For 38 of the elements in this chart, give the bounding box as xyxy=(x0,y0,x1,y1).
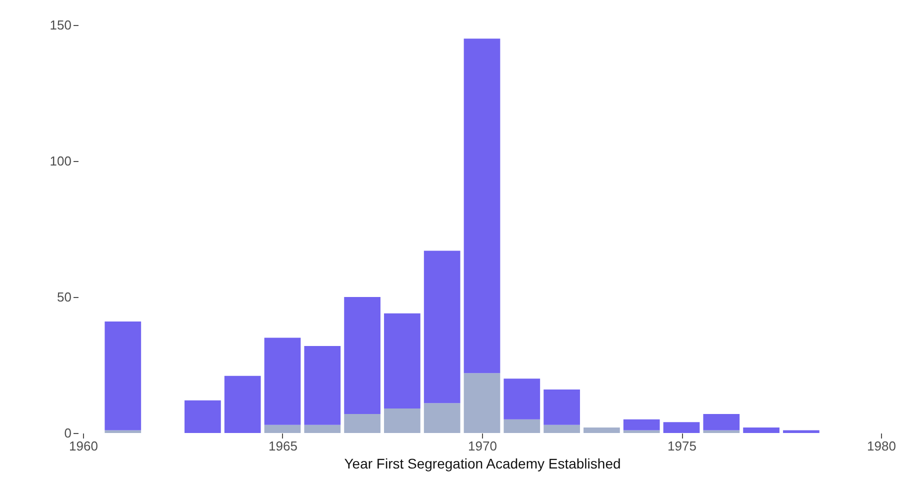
bar xyxy=(424,403,460,433)
bar xyxy=(264,424,301,433)
y-tick-label: 50 xyxy=(57,290,72,304)
bar xyxy=(384,408,420,433)
x-tick-label: 1980 xyxy=(867,438,896,454)
bar xyxy=(264,338,301,425)
bar xyxy=(623,430,660,433)
bar xyxy=(544,424,580,433)
y-tick-label: 0 xyxy=(64,426,72,440)
bar xyxy=(104,430,142,433)
bar xyxy=(464,38,500,374)
bar xyxy=(344,414,380,433)
x-tick-label: 1975 xyxy=(668,438,696,454)
y-tick-label: 150 xyxy=(50,18,72,32)
bar xyxy=(504,419,540,433)
bar xyxy=(703,430,740,433)
bar xyxy=(304,346,341,425)
bar xyxy=(424,250,460,404)
bar xyxy=(663,422,700,433)
x-tick-label: 1960 xyxy=(69,438,98,454)
bar xyxy=(384,313,420,409)
bar xyxy=(504,378,540,420)
x-axis-title: Year First Segregation Academy Established xyxy=(344,456,621,472)
bar xyxy=(104,321,142,430)
x-tick-label: 1965 xyxy=(268,438,298,454)
bar xyxy=(344,297,380,414)
bar xyxy=(544,389,580,425)
bar xyxy=(224,376,261,433)
bar xyxy=(184,400,221,433)
bar xyxy=(743,428,780,433)
bar xyxy=(584,428,620,433)
bar xyxy=(623,419,660,430)
bar xyxy=(304,424,341,433)
x-tick-label: 1970 xyxy=(468,438,497,454)
y-tick-label: 100 xyxy=(50,154,72,168)
bar xyxy=(783,430,820,433)
bar xyxy=(464,373,500,433)
bar xyxy=(703,414,740,430)
